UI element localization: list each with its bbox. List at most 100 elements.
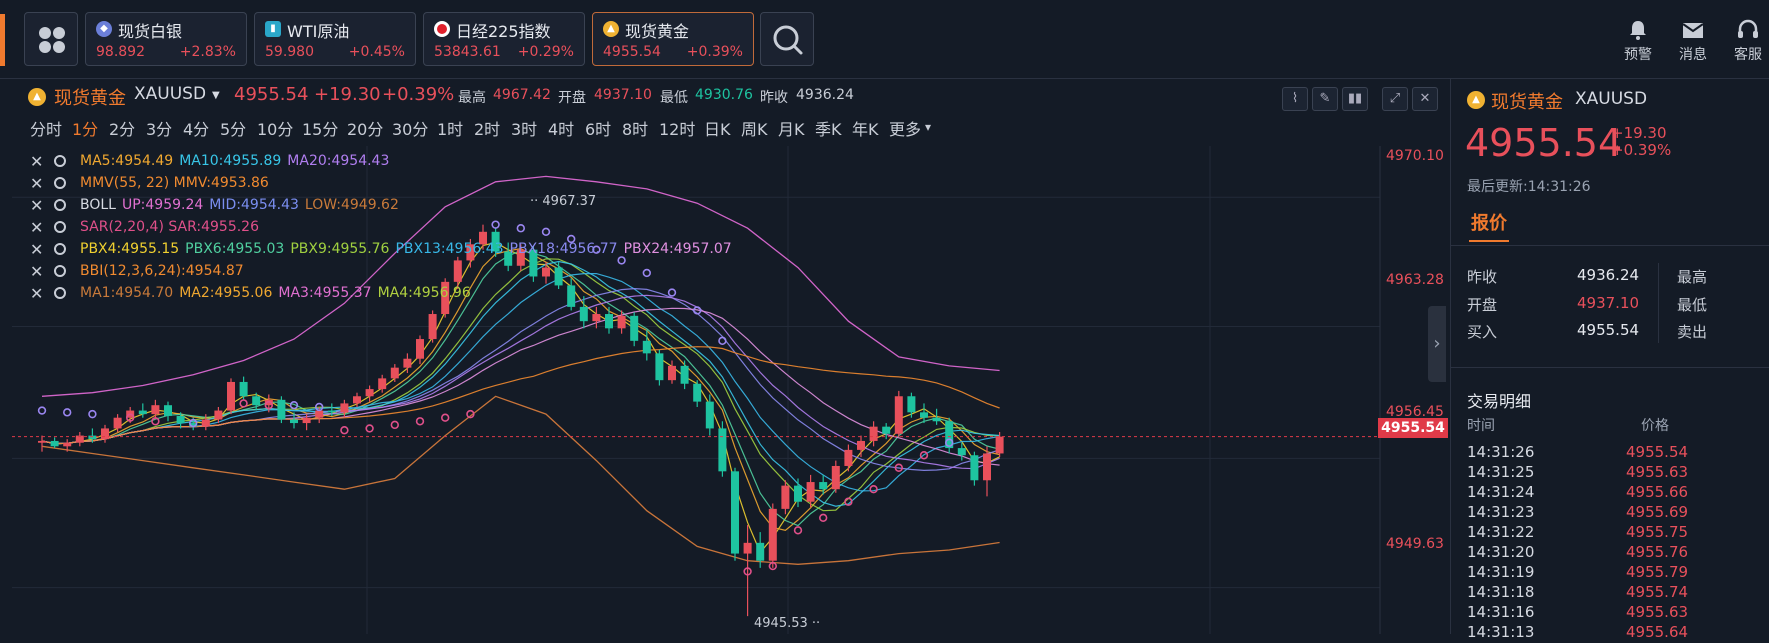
period-tab[interactable]: 分时 — [30, 120, 63, 139]
gold-icon: ▲ — [1467, 91, 1485, 109]
candle-body — [907, 396, 916, 413]
ticker-silver[interactable]: ◆ 现货白银 98.892 +2.83% — [85, 12, 247, 66]
candle-body — [504, 251, 513, 266]
close-icon[interactable]: ✕ — [30, 196, 44, 215]
close-icon[interactable]: ✕ — [30, 284, 44, 303]
period-tab[interactable]: 3分 — [146, 120, 173, 139]
symbol-dropdown-icon[interactable]: ▼ — [212, 90, 220, 101]
quote-value: 4955.54 — [1577, 321, 1640, 339]
divider — [1658, 263, 1659, 343]
close-icon[interactable]: ✕ — [30, 174, 44, 193]
open-value: 4937.10 — [594, 87, 652, 103]
period-tab[interactable]: 4时 — [548, 120, 575, 139]
indicator-value: PBX13:4956.43 — [395, 241, 504, 257]
period-tab[interactable]: 8时 — [622, 120, 649, 139]
period-tab[interactable]: 2时 — [474, 120, 501, 139]
tab-quote[interactable]: 报价 — [1471, 213, 1507, 234]
last-updated: 最后更新:14:31:26 — [1467, 179, 1591, 195]
period-tab[interactable]: 周K — [741, 120, 768, 139]
gear-icon[interactable] — [54, 177, 66, 189]
period-tab[interactable]: 2分 — [109, 120, 136, 139]
ticker-oil[interactable]: ▮ WTI原油 59.980 +0.45% — [254, 12, 416, 66]
period-tab[interactable]: 1分 — [72, 120, 99, 139]
draw-tool-button[interactable]: ✎ — [1312, 87, 1338, 111]
candle-style-button[interactable]: ▮▮ — [1342, 87, 1368, 111]
sar-dot — [743, 567, 752, 576]
gold-icon: ▲ — [603, 21, 619, 37]
candle-body — [579, 306, 588, 322]
sar-dot — [441, 413, 450, 422]
support-button[interactable]: 客服 — [1723, 18, 1769, 64]
candle-body — [63, 442, 72, 447]
close-icon[interactable]: ✕ — [30, 262, 44, 281]
gear-icon[interactable] — [54, 287, 66, 299]
indicator-settings-button[interactable]: ⌇ — [1282, 87, 1308, 111]
period-tab[interactable]: 1时 — [437, 120, 464, 139]
sar-dot — [617, 256, 626, 265]
candle-body — [781, 485, 790, 509]
close-icon[interactable]: ✕ — [30, 218, 44, 237]
trade-time: 14:31:13 — [1467, 623, 1535, 641]
fullscreen-button[interactable]: ⤢ — [1382, 87, 1408, 111]
candle-body — [441, 281, 450, 315]
ticker-gold[interactable]: ▲ 现货黄金 4955.54 +0.39% — [592, 12, 754, 66]
period-tab[interactable]: 3时 — [511, 120, 538, 139]
sar-dot — [315, 402, 324, 412]
candle-body — [315, 410, 324, 418]
period-tab[interactable]: 月K — [778, 120, 805, 139]
candlestick-chart[interactable] — [12, 146, 1448, 634]
period-tab[interactable]: 6时 — [585, 120, 612, 139]
period-tab[interactable]: 15分 — [302, 120, 339, 139]
candle-body — [239, 381, 248, 397]
messages-label: 消息 — [1679, 47, 1707, 63]
gear-icon[interactable] — [54, 155, 66, 167]
period-tab[interactable]: 年K — [852, 120, 879, 139]
period-tab[interactable]: 12时 — [659, 120, 696, 139]
sar-dot — [818, 513, 828, 523]
period-tab[interactable]: 季K — [815, 120, 842, 139]
quote-label: 最高 — [1677, 268, 1708, 286]
candle-body — [542, 267, 550, 277]
search-button[interactable] — [760, 12, 814, 66]
apps-button[interactable] — [24, 12, 78, 66]
candle-body — [680, 365, 689, 384]
ticker-nikkei[interactable]: 日经225指数 53843.61 +0.29% — [423, 12, 585, 66]
period-tab[interactable]: 4分 — [183, 120, 210, 139]
close-chart-button[interactable]: ✕ — [1412, 87, 1438, 111]
indicator-value: MA5:4954.49 — [80, 153, 174, 169]
period-tab[interactable]: 更多 — [889, 120, 922, 139]
close-icon[interactable]: ✕ — [30, 152, 44, 171]
more-dropdown-icon[interactable]: ▾ — [925, 120, 932, 134]
gear-icon[interactable] — [54, 243, 66, 255]
candle-body — [353, 396, 361, 404]
ticker-name: 日经225指数 — [456, 22, 551, 41]
tab-underline — [1469, 240, 1509, 242]
messages-button[interactable]: 消息 — [1668, 18, 1718, 64]
candle-body — [214, 410, 223, 420]
sar-dot — [944, 438, 954, 447]
period-tab[interactable]: 5分 — [220, 120, 247, 139]
period-tab[interactable]: 30分 — [392, 120, 429, 139]
collapse-panel-button[interactable]: › — [1428, 306, 1446, 382]
alert-button[interactable]: 预警 — [1613, 18, 1663, 64]
close-icon[interactable]: ✕ — [30, 240, 44, 259]
sar-dot — [264, 400, 273, 410]
gear-icon[interactable] — [54, 265, 66, 277]
y-tick-label: 4949.63 — [1386, 536, 1444, 552]
y-tick-label: 4956.45 — [1386, 404, 1444, 420]
period-tab[interactable]: 20分 — [347, 120, 384, 139]
candle-body — [529, 249, 538, 277]
candle-body — [113, 417, 122, 429]
sar-dot — [869, 485, 878, 494]
period-tab[interactable]: 日K — [704, 120, 731, 139]
instrument-symbol[interactable]: XAUUSD — [134, 84, 207, 104]
low-label: 最低 — [660, 90, 688, 106]
candle-body — [882, 426, 891, 434]
gear-icon[interactable] — [54, 199, 66, 211]
prev-close-value: 4936.24 — [796, 87, 854, 103]
quote-label: 买入 — [1467, 323, 1498, 341]
sar-dot — [566, 234, 576, 244]
period-tab[interactable]: 10分 — [257, 120, 294, 139]
candle-body — [50, 440, 59, 447]
gear-icon[interactable] — [54, 221, 66, 233]
